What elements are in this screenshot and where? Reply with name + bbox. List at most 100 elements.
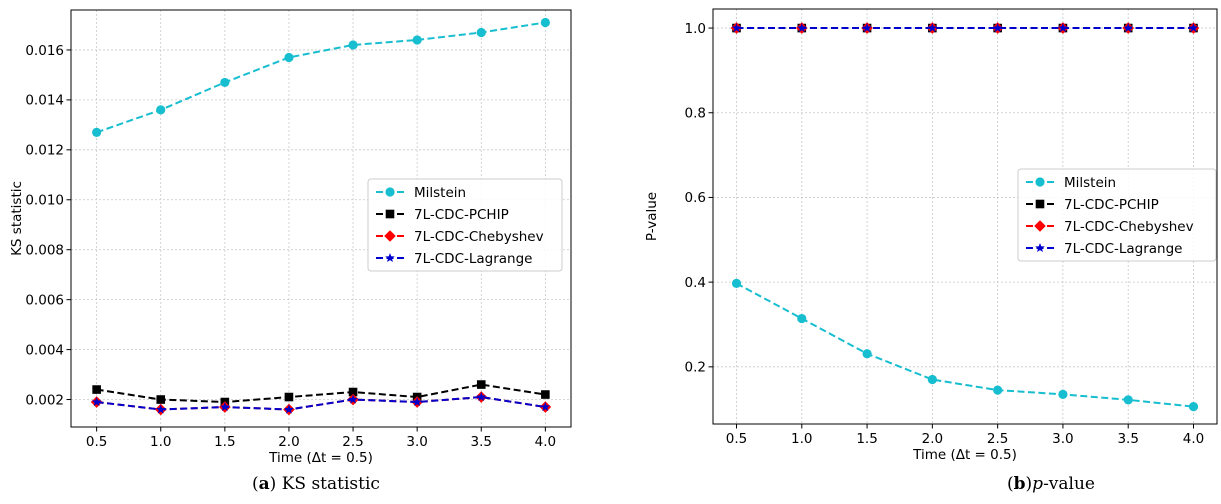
data-point-lagrange: [348, 394, 358, 404]
data-point-pchip: [156, 395, 166, 404]
x-tick-label: 0.5: [86, 434, 107, 450]
caption-a-letter: a: [258, 474, 270, 494]
data-point-pchip: [348, 387, 358, 397]
ks-legend: Milstein 7L-CDC-PCHIP 7L-CDC-Chebyshev 7L-C…: [367, 178, 563, 272]
legend-marker-pchip: [385, 209, 395, 219]
series-lagrange: [91, 392, 551, 414]
data-point-lagrange: [1058, 23, 1068, 33]
series-milstein: [731, 278, 1199, 412]
x-tick-label: 3.5: [471, 434, 492, 450]
x-tick-label: 1.0: [150, 434, 171, 450]
data-point-lagrange: [412, 397, 422, 407]
x-tick-label: 0.5: [726, 431, 747, 447]
legend-label-lagrange: 7L-CDC-Lagrange: [1064, 241, 1182, 257]
y-tick-label: 0.002: [25, 392, 64, 408]
x-tick-label: 1.5: [856, 431, 877, 447]
data-point-milstein: [156, 105, 166, 115]
data-point-lagrange: [1188, 23, 1199, 33]
data-point-lagrange: [284, 404, 294, 414]
data-point-lagrange: [91, 397, 102, 407]
series-line-milstein: [736, 282, 1194, 408]
y-tick-label: 0.6: [685, 190, 706, 206]
ks-statistic-chart: 0.5 1.0 1.5 2.0 2.5 3.0 3.5 4.0 0.002 0.004 0.006 0…: [9, 9, 572, 466]
legend-label-chebyshev: 7L-CDC-Chebyshev: [1064, 219, 1194, 235]
series-line-lagrange: [96, 396, 546, 411]
data-point-lagrange: [992, 23, 1003, 33]
x-tick-label: 3.0: [1052, 431, 1073, 447]
y-tick-label: 0.4: [685, 275, 706, 291]
data-point-lagrange: [731, 23, 742, 33]
y-tick-label: 0.006: [25, 292, 64, 308]
legend-box: [1017, 168, 1217, 262]
data-point-milstein: [476, 27, 486, 38]
series-line-pchip: [96, 383, 546, 404]
x-tick-label: 4.0: [1183, 431, 1204, 447]
legend-marker-pchip: [1035, 199, 1045, 209]
y-axis-label: KS statistic: [9, 181, 25, 256]
y-tick-label: 0.010: [25, 193, 64, 209]
caption-b-text: -value: [1043, 474, 1095, 494]
data-point-milstein: [1123, 395, 1133, 405]
y-tick-label: 0.2: [685, 360, 706, 376]
ks-statistic-panel: 0.5 1.0 1.5 2.0 2.5 3.0 3.5 4.0 0.002 0.004 0.006 0…: [0, 0, 600, 504]
p-value-chart: 0.5 1.0 1.5 2.0 2.5 3.0 3.5 4.0 0.2 0.4 0.6 0.8 1.0 T…: [644, 8, 1218, 463]
data-point-pchip: [284, 392, 294, 402]
legend-label-pchip: 7L-CDC-PCHIP: [1064, 197, 1159, 213]
series-lagrange: [731, 23, 1199, 33]
data-point-lagrange: [155, 404, 166, 414]
y-tick-label: 1.0: [685, 21, 706, 37]
legend-label-chebyshev: 7L-CDC-Chebyshev: [414, 229, 544, 245]
data-point-lagrange: [1123, 23, 1133, 33]
x-tick-label: 3.5: [1117, 431, 1138, 447]
y-tick-label: 0.016: [25, 43, 64, 59]
legend-marker-chebyshev: [1034, 220, 1046, 232]
y-tick-label: 0.004: [25, 342, 64, 358]
caption-p-value: (b)p-value: [1007, 474, 1095, 494]
x-tick-label: 2.5: [987, 431, 1008, 447]
data-point-milstein: [731, 278, 742, 289]
legend-box: [367, 178, 563, 272]
legend-label-milstein: Milstein: [1064, 175, 1116, 191]
series-milstein: [92, 17, 550, 137]
legend-marker-milstein: [385, 187, 395, 197]
data-point-milstein: [92, 127, 102, 137]
x-tick-label: 2.5: [342, 434, 363, 450]
legend-marker-lagrange: [385, 253, 395, 263]
caption-a-paren-open: (: [252, 474, 259, 494]
caption-a-text: KS statistic: [276, 474, 380, 494]
legend-marker-chebyshev: [384, 230, 396, 242]
pvalue-legend: Milstein 7L-CDC-PCHIP 7L-CDC-Chebyshev 7L-C…: [1017, 168, 1217, 262]
x-tick-label: 1.5: [214, 434, 235, 450]
legend-marker-milstein: [1035, 177, 1045, 187]
legend-label-lagrange: 7L-CDC-Lagrange: [414, 251, 532, 267]
legend-label-pchip: 7L-CDC-PCHIP: [414, 207, 509, 223]
y-axis-label: P-value: [644, 192, 660, 241]
data-point-milstein: [220, 77, 230, 88]
data-point-lagrange: [797, 23, 807, 33]
data-point-milstein: [862, 349, 872, 359]
x-tick-label: 4.0: [535, 434, 556, 450]
y-tick-label: 0.012: [25, 143, 64, 159]
series-line-milstein: [96, 21, 546, 134]
data-point-milstein: [797, 313, 807, 324]
x-tick-label: 2.0: [278, 434, 299, 450]
data-point-milstein: [348, 40, 358, 50]
data-point-lagrange: [220, 402, 230, 412]
x-tick-label: 1.0: [791, 431, 812, 447]
caption-b-paren-open: (: [1007, 474, 1014, 494]
data-point-milstein: [993, 385, 1003, 395]
caption-ks-statistic: (a) KS statistic: [252, 474, 380, 494]
caption-b-paren-close: ): [1025, 474, 1033, 494]
x-axis-label: Time (Δt = 0.5): [268, 450, 373, 466]
data-point-pchip: [476, 380, 486, 389]
x-axis-label: Time (Δt = 0.5): [912, 447, 1017, 463]
data-point-milstein: [1058, 389, 1068, 399]
data-point-milstein: [1188, 402, 1199, 412]
data-point-milstein: [927, 374, 937, 385]
caption-b-letter: b: [1013, 474, 1026, 494]
y-tick-label: 0.8: [685, 106, 706, 122]
data-point-lagrange: [862, 23, 872, 33]
data-point-pchip: [541, 390, 550, 399]
y-tick-label: 0.014: [25, 93, 64, 109]
data-point-milstein: [412, 35, 422, 45]
